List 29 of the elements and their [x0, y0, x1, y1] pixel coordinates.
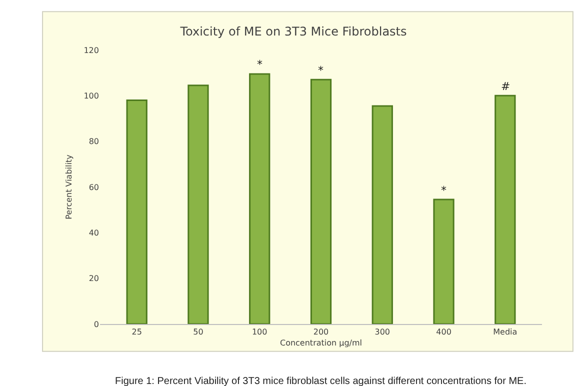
x-tick-label: 50 — [193, 328, 204, 337]
caption: Figure 1: Percent Viability of 3T3 mice fibroblast cells against different concentrations for ME. — [115, 376, 526, 386]
x-tick-label: Media — [493, 328, 518, 337]
annotation: * — [318, 64, 324, 77]
y-tick-label: 0 — [94, 320, 99, 329]
y-tick-label: 80 — [88, 137, 99, 146]
bar — [310, 78, 332, 324]
y-tick-label: 20 — [88, 274, 99, 284]
y-axis-title: Percent Viability — [64, 154, 74, 220]
bar — [249, 73, 270, 324]
y-tick-label: 100 — [84, 91, 99, 100]
x-axis-title: Concentration µg/ml — [280, 338, 362, 348]
bar — [433, 198, 454, 324]
bar — [494, 94, 516, 324]
x-tick-label: 100 — [252, 328, 268, 337]
annotation: # — [501, 80, 510, 93]
annotation: * — [441, 184, 447, 197]
y-tick-label: 60 — [88, 182, 99, 192]
chart-title: Toxicity of ME on 3T3 Mice Fibroblasts — [179, 24, 407, 38]
x-tick-label: 25 — [132, 328, 142, 337]
y-tick-label: 40 — [88, 228, 99, 238]
x-tick-label: 300 — [374, 328, 390, 337]
annotation: * — [257, 58, 263, 71]
bar — [372, 105, 393, 324]
bar — [126, 99, 148, 324]
bar — [188, 84, 209, 324]
x-tick-label: 200 — [313, 328, 329, 337]
y-tick-label: 120 — [84, 46, 99, 55]
x-tick-label: 400 — [436, 328, 452, 337]
